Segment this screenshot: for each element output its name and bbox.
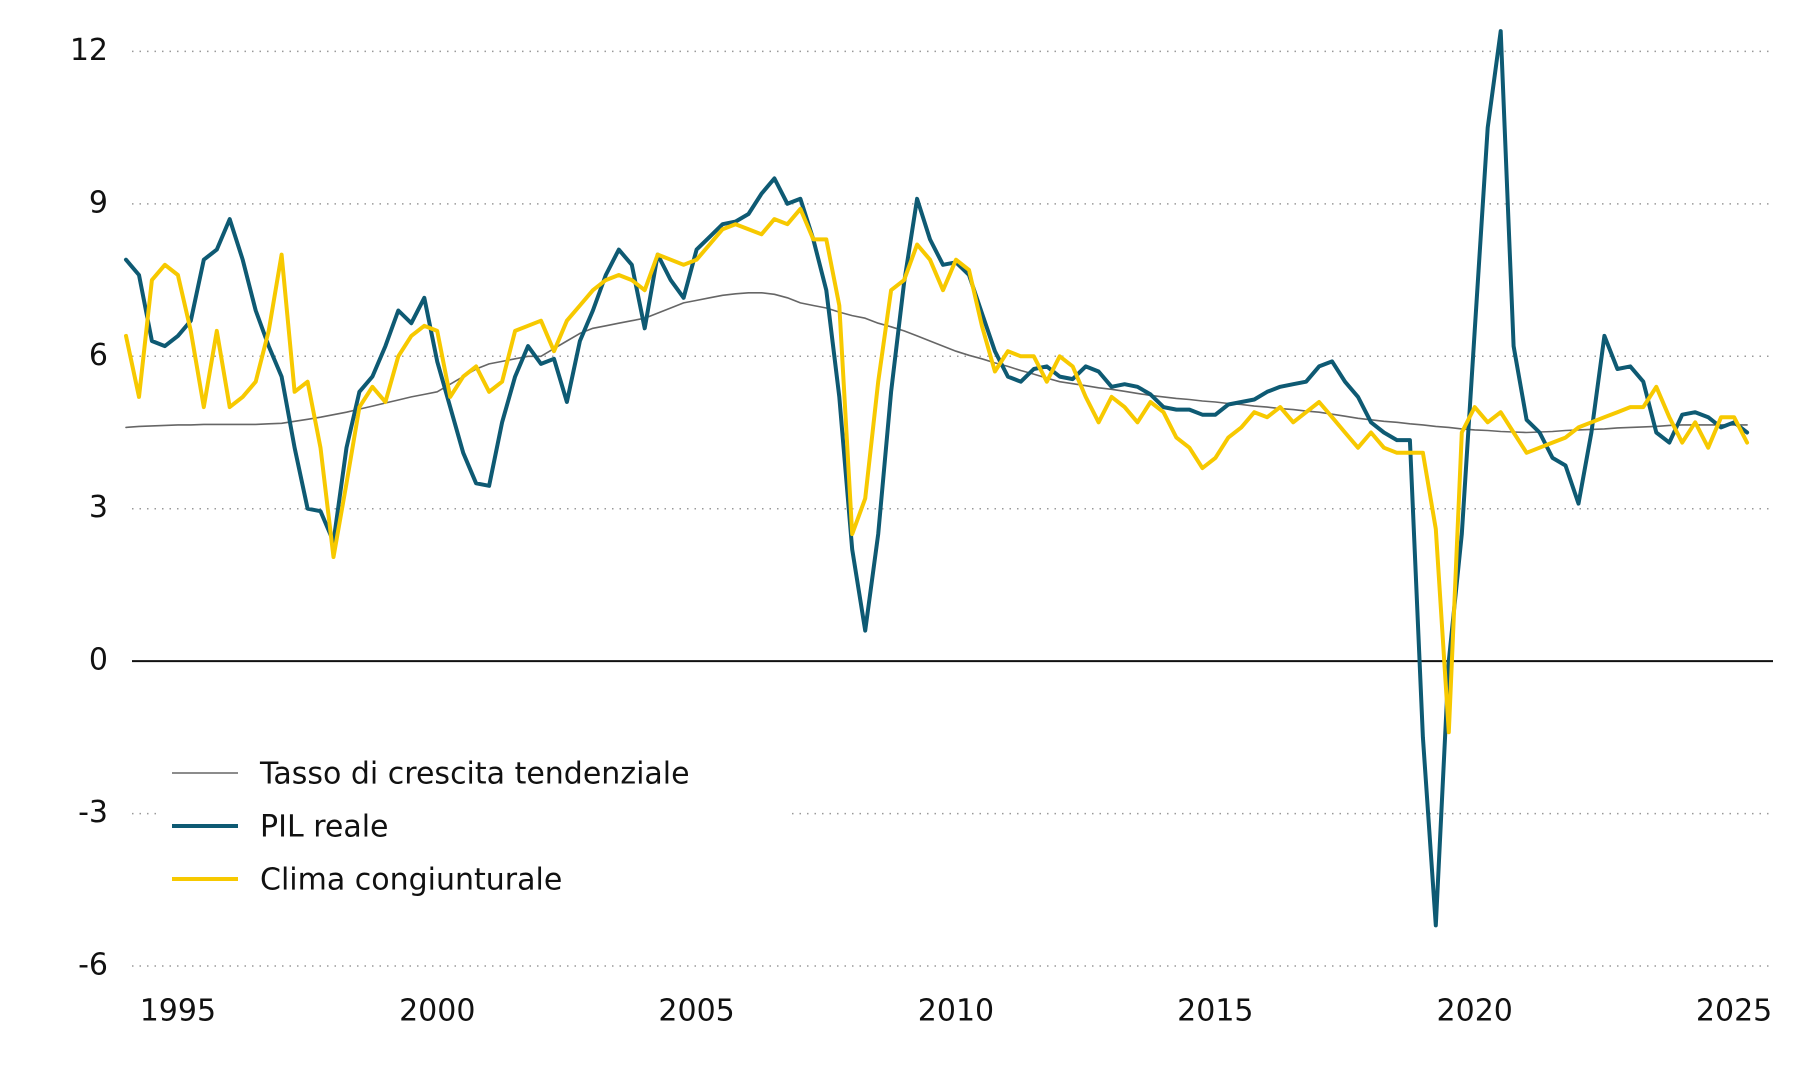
legend-label: PIL reale <box>260 810 389 845</box>
legend: Tasso di crescita tendenziale PIL reale Cl… <box>162 743 792 912</box>
x-tick-label: 2000 <box>399 994 475 1029</box>
legend-label: Clima congiunturale <box>260 863 562 898</box>
x-tick-label: 2025 <box>1696 994 1772 1029</box>
y-tick-label: 3 <box>89 490 108 525</box>
x-tick-label: 2005 <box>658 994 734 1029</box>
y-tick-label: 0 <box>89 643 108 678</box>
x-tick-label: 2015 <box>1177 994 1253 1029</box>
legend-label: Tasso di crescita tendenziale <box>259 757 690 792</box>
x-tick-label: 2010 <box>918 994 994 1029</box>
y-tick-label: 12 <box>70 33 108 68</box>
x-tick-label: 1995 <box>140 994 216 1029</box>
y-tick-label: 9 <box>89 185 108 220</box>
series-line <box>125 292 1748 434</box>
series-line <box>124 29 1750 928</box>
y-tick-label: -3 <box>78 795 108 830</box>
legend-background <box>162 743 792 912</box>
y-tick-label: 6 <box>89 338 108 373</box>
x-tick-label: 2020 <box>1437 994 1513 1029</box>
series-line <box>124 206 1750 735</box>
y-tick-label: -6 <box>78 948 108 983</box>
